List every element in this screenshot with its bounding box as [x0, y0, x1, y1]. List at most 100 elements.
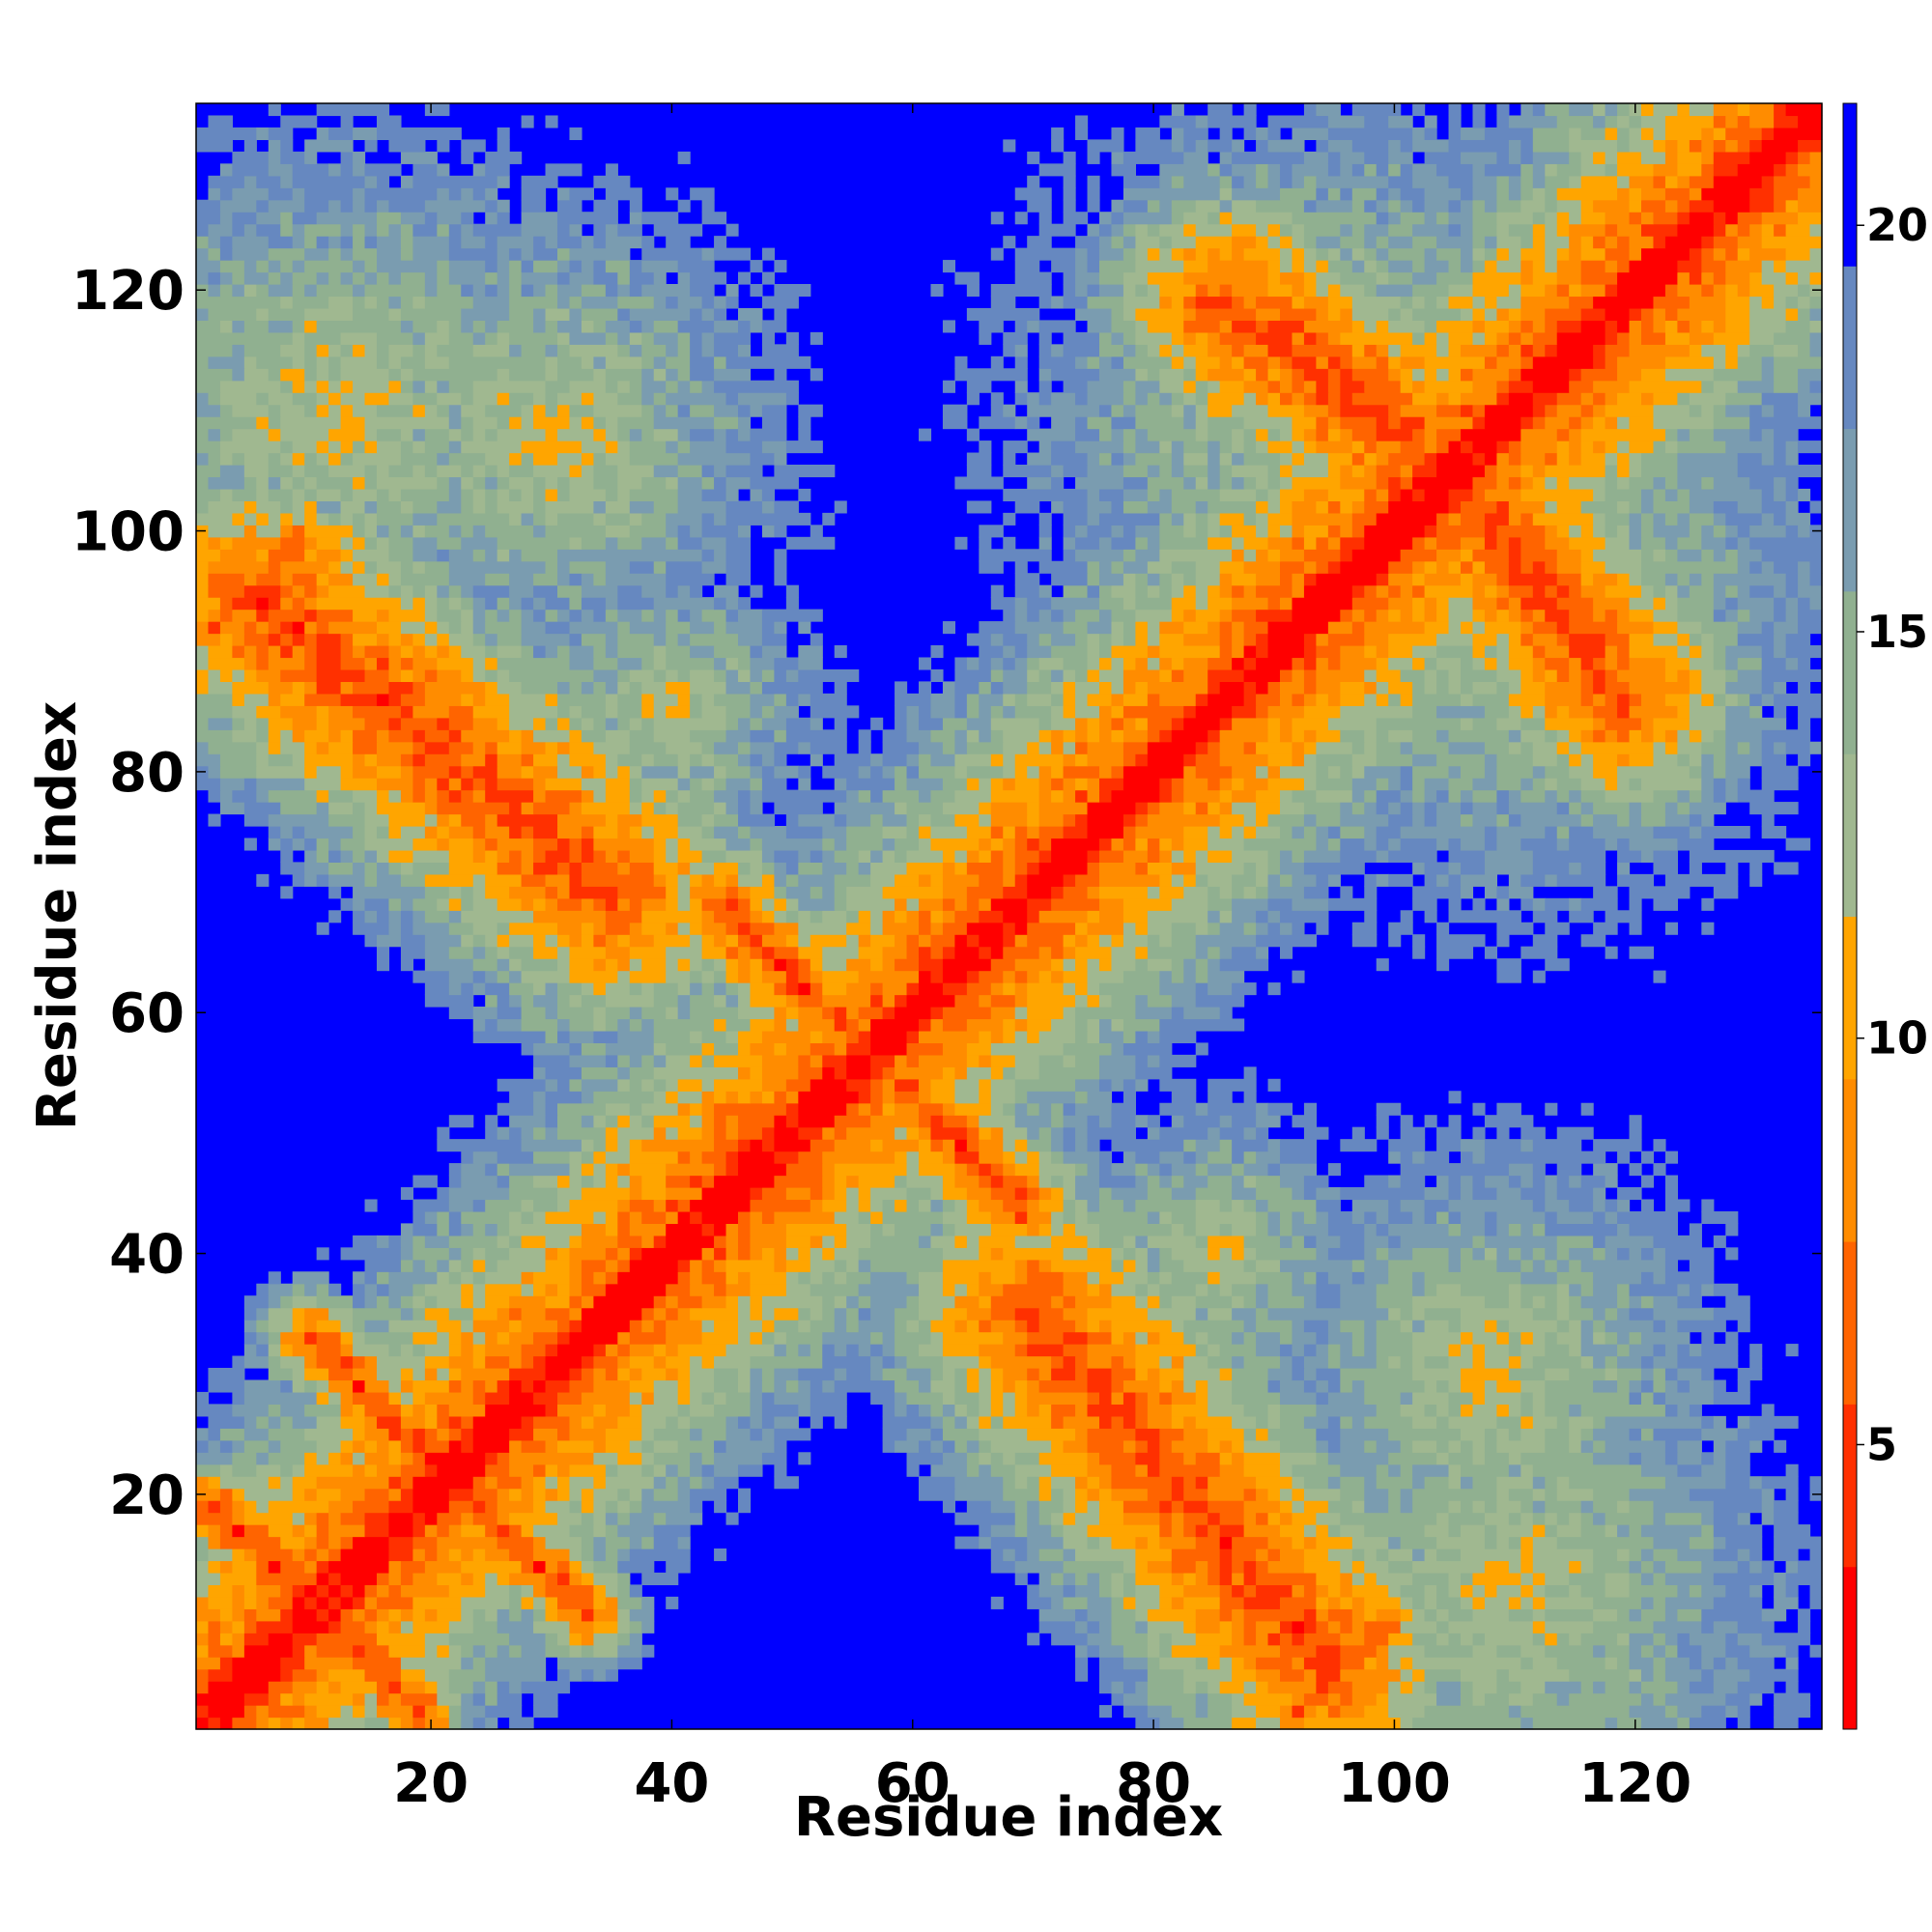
heatmap-cell	[990, 1596, 1004, 1609]
heatmap-cell	[1653, 1271, 1666, 1285]
heatmap-cell	[725, 897, 739, 911]
heatmap-cell	[1725, 862, 1739, 875]
heatmap-cell	[533, 946, 558, 959]
heatmap-cell	[677, 1102, 691, 1116]
heatmap-cell	[738, 934, 752, 948]
heatmap-cell	[930, 1078, 955, 1092]
heatmap-cell	[617, 1572, 631, 1585]
heatmap-cell	[268, 813, 329, 827]
heatmap-cell	[666, 946, 703, 959]
heatmap-cell	[906, 802, 944, 815]
heatmap-cell	[1508, 1404, 1521, 1417]
heatmap-cell	[1448, 1187, 1462, 1201]
heatmap-cell	[1159, 1247, 1173, 1261]
heatmap-cell	[714, 1391, 727, 1405]
heatmap-cell	[1208, 886, 1221, 899]
heatmap-cell	[738, 1210, 752, 1224]
heatmap-cell	[569, 1283, 582, 1296]
heatmap-cell	[1135, 1235, 1149, 1248]
heatmap-cell	[1075, 994, 1089, 1008]
heatmap-cell	[593, 1536, 607, 1549]
heatmap-cell	[377, 765, 402, 779]
heatmap-cell	[1243, 1500, 1281, 1514]
heatmap-cell	[846, 813, 871, 827]
heatmap-cell	[1436, 1692, 1462, 1706]
heatmap-cell	[1472, 1391, 1486, 1405]
heatmap-cell	[1195, 1331, 1208, 1345]
heatmap-cell	[533, 729, 571, 743]
heatmap-cell	[834, 1139, 871, 1152]
heatmap-cell	[1111, 789, 1160, 803]
heatmap-cell	[412, 1608, 426, 1622]
heatmap-cell	[1545, 1102, 1558, 1116]
heatmap-cell	[424, 813, 438, 827]
heatmap-cell	[979, 729, 992, 743]
heatmap-cell	[1316, 729, 1341, 743]
heatmap-cell	[1496, 753, 1534, 767]
heatmap-cell	[1412, 1271, 1426, 1285]
heatmap-cell	[1532, 862, 1570, 875]
heatmap-cell	[545, 1463, 558, 1477]
heatmap-cell	[798, 1054, 811, 1067]
heatmap-cell	[1195, 1199, 1221, 1212]
heatmap-cell	[714, 910, 752, 923]
heatmap-cell	[400, 1259, 413, 1272]
heatmap-cell	[1267, 813, 1305, 827]
heatmap-cell	[412, 1548, 426, 1562]
heatmap-cell	[906, 1163, 920, 1177]
heatmap-cell	[1677, 1644, 1702, 1658]
heatmap-cell	[677, 1151, 691, 1164]
heatmap-cell	[581, 1235, 618, 1248]
heatmap-cell	[1063, 765, 1100, 779]
heatmap-cell	[292, 1620, 329, 1634]
heatmap-cell	[1292, 729, 1305, 743]
heatmap-cell	[437, 1320, 462, 1333]
heatmap-cell	[629, 1259, 679, 1272]
heatmap-cell	[1208, 1235, 1245, 1248]
heatmap-cell	[701, 849, 727, 863]
heatmap-cell	[388, 849, 413, 863]
heatmap-cell	[1003, 1548, 1016, 1562]
heatmap-cell	[521, 1139, 582, 1152]
heatmap-cell	[810, 958, 823, 972]
heatmap-cell	[919, 1235, 932, 1248]
heatmap-cell	[1364, 826, 1378, 839]
heatmap-cell	[1243, 1295, 1257, 1309]
heatmap-cell	[1219, 1608, 1233, 1622]
heatmap-cell	[1135, 1428, 1160, 1441]
heatmap-cell	[485, 813, 498, 827]
heatmap-cell	[353, 1331, 366, 1345]
heatmap-cell	[1195, 1223, 1221, 1236]
heatmap-cell	[1340, 1524, 1365, 1538]
heatmap-cell	[690, 1415, 727, 1429]
heatmap-cell	[810, 1344, 823, 1357]
heatmap-cell	[533, 789, 547, 803]
heatmap-cell	[1412, 1608, 1426, 1622]
heatmap-cell	[412, 1512, 426, 1525]
heatmap-cell	[653, 1030, 691, 1043]
heatmap-cell	[882, 1223, 895, 1236]
heatmap-cell	[979, 1283, 1004, 1296]
heatmap-cell	[785, 886, 811, 899]
heatmap-cell	[605, 753, 618, 767]
heatmap-cell	[1664, 1705, 1678, 1719]
heatmap-cell	[1195, 1608, 1221, 1622]
heatmap-cell	[1316, 1391, 1329, 1405]
heatmap-cell	[1280, 849, 1293, 863]
heatmap-cell	[1774, 1584, 1787, 1598]
heatmap-cell	[1075, 922, 1089, 935]
heatmap-cell	[725, 849, 763, 863]
heatmap-cell	[666, 1476, 679, 1490]
heatmap-cell	[219, 765, 257, 779]
heatmap-cell	[1689, 862, 1702, 875]
heatmap-cell	[1183, 886, 1208, 899]
heatmap-cell	[412, 1391, 426, 1405]
heatmap-cell	[557, 934, 571, 948]
heatmap-cell	[629, 1139, 642, 1152]
heatmap-cell	[1232, 1668, 1257, 1682]
heatmap-cell	[353, 922, 390, 935]
heatmap-cell	[1111, 1572, 1124, 1585]
heatmap-cell	[1208, 970, 1245, 983]
heatmap-cell	[1556, 1175, 1570, 1188]
heatmap-cell	[268, 1633, 294, 1646]
